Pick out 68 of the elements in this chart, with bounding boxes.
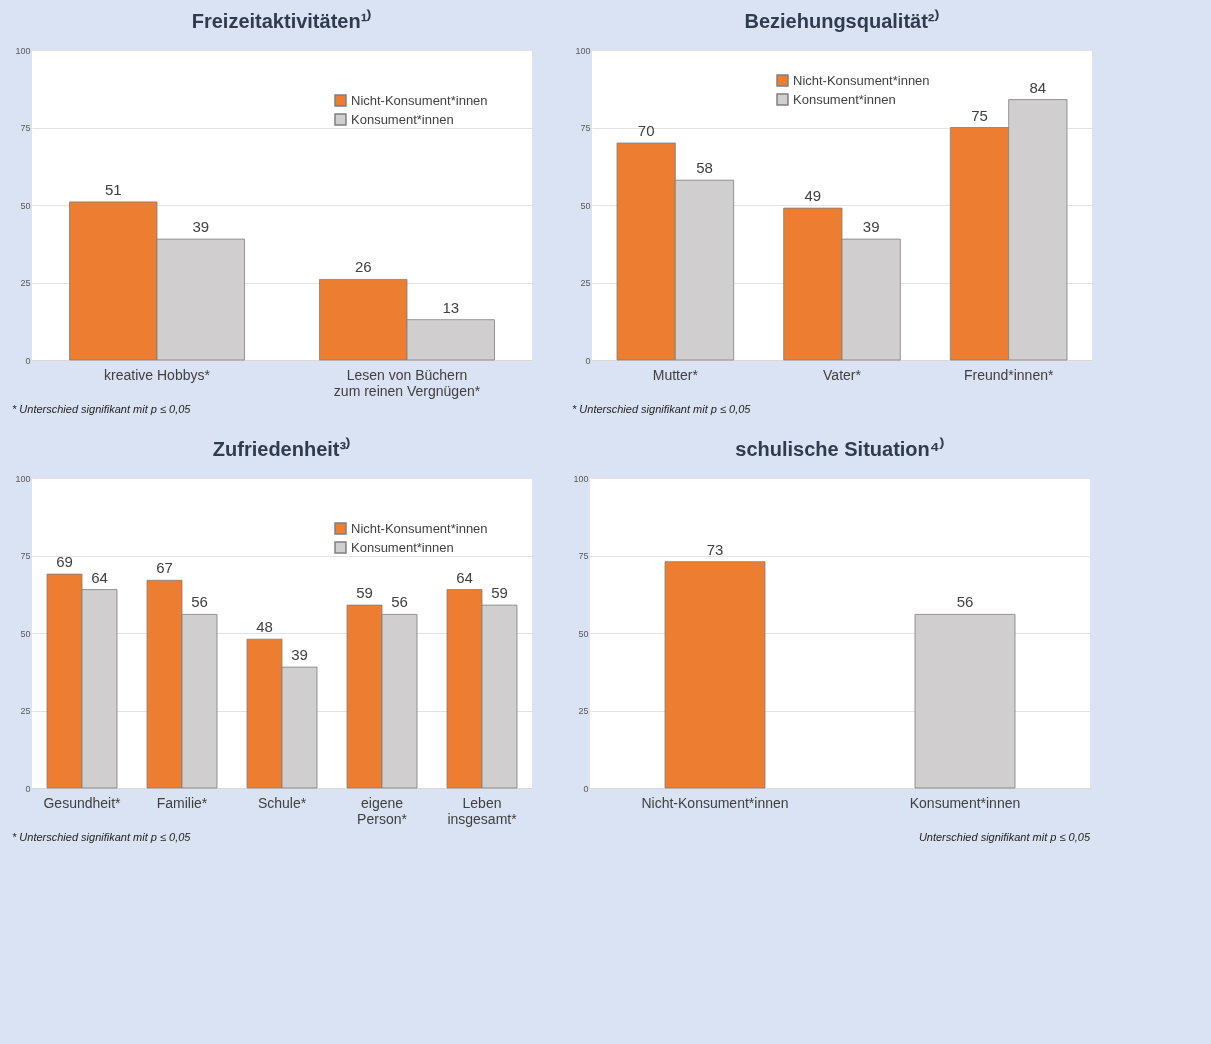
y-tick-label: 25 — [578, 706, 589, 716]
x-tick-label: Gesundheit* — [43, 794, 122, 811]
text: Unterschied signifikant mit p ≤ 0,05 — [918, 831, 1091, 843]
y-tick-label: 25 — [20, 278, 31, 288]
data-label: 56 — [391, 593, 408, 611]
data-label: 69 — [56, 553, 73, 571]
data-label: 56 — [191, 593, 208, 611]
y-tick-label: 50 — [580, 200, 591, 211]
data-label: 39 — [192, 218, 210, 236]
chart-title: schulische Situation⁴⁾ — [735, 437, 945, 460]
x-tick-label: eigene Person* — [357, 794, 408, 827]
x-tick-label: Konsument*innen — [909, 794, 1021, 811]
data-label: 48 — [256, 618, 273, 636]
data-label: 75 — [971, 106, 988, 124]
y-tick-label: 25 — [580, 278, 591, 288]
x-tick-label: Schule* — [257, 794, 307, 811]
y-tick-label: 75 — [20, 123, 31, 133]
y-tick-label: 0 — [25, 783, 31, 794]
x-tick-label: Nicht-Konsument*innen — [641, 794, 789, 811]
text: * Unterschied signifikant mit p ≤ 0,05 — [12, 403, 192, 415]
chart-title: Beziehungsqualität²⁾ — [744, 9, 940, 32]
data-label: 70 — [637, 122, 655, 139]
text: * Unterschied signifikant mit p ≤ 0,05 — [12, 831, 192, 843]
y-tick-label: 75 — [578, 551, 589, 561]
legend-label: Nicht-Konsument*innen — [351, 520, 488, 536]
y-tick-label: 25 — [20, 706, 31, 716]
chart-title: Freizeitaktivitäten¹⁾ — [191, 9, 373, 32]
data-label: 26 — [354, 258, 372, 276]
y-tick-label: 0 — [583, 783, 589, 794]
legend-label: Konsument*innen — [351, 111, 454, 127]
y-tick-label: 100 — [573, 473, 589, 484]
y-tick-label: 50 — [20, 628, 31, 639]
y-tick-label: 75 — [20, 551, 31, 561]
data-label: 51 — [104, 180, 122, 198]
data-label: 39 — [291, 646, 308, 664]
data-label: 13 — [442, 298, 460, 316]
x-tick-label: Vater* — [823, 366, 862, 383]
y-tick-label: 100 — [575, 45, 591, 56]
y-tick-label: 0 — [25, 355, 31, 366]
y-tick-label: 0 — [585, 355, 591, 366]
chart-title: Zufriedenheit³⁾ — [212, 437, 352, 460]
legend-label: Konsument*innen — [351, 539, 454, 555]
legend-label: Nicht-Konsument*innen — [351, 92, 488, 108]
data-label: 59 — [356, 584, 373, 602]
x-tick-label: Familie* — [156, 794, 208, 811]
text: * Unterschied signifikant mit p ≤ 0,05 — [572, 403, 752, 415]
data-label: 58 — [696, 159, 713, 177]
y-tick-label: 100 — [15, 45, 31, 56]
x-tick-label: Lesen von Büchern zum reinen Vergnügen* — [333, 366, 481, 399]
y-tick-label: 50 — [20, 200, 31, 211]
data-label: 67 — [156, 559, 173, 577]
data-label: 64 — [91, 568, 108, 586]
y-tick-label: 50 — [578, 628, 589, 639]
data-label: 84 — [1029, 78, 1047, 96]
data-label: 39 — [862, 218, 880, 236]
x-tick-label: Leben insgesamt* — [447, 794, 518, 827]
data-label: 56 — [956, 593, 974, 611]
x-tick-label: kreative Hobbys* — [104, 366, 211, 383]
y-tick-label: 75 — [580, 123, 591, 133]
data-label: 64 — [456, 568, 473, 586]
x-tick-label: Mutter* — [652, 366, 699, 383]
data-label: 59 — [491, 584, 508, 602]
x-tick-label: Freund*innen* — [963, 366, 1054, 383]
data-label: 73 — [706, 540, 724, 558]
data-label: 49 — [804, 187, 822, 205]
y-tick-label: 100 — [15, 473, 31, 484]
legend-label: Nicht-Konsument*innen — [793, 72, 930, 88]
legend-label: Konsument*innen — [793, 91, 896, 107]
